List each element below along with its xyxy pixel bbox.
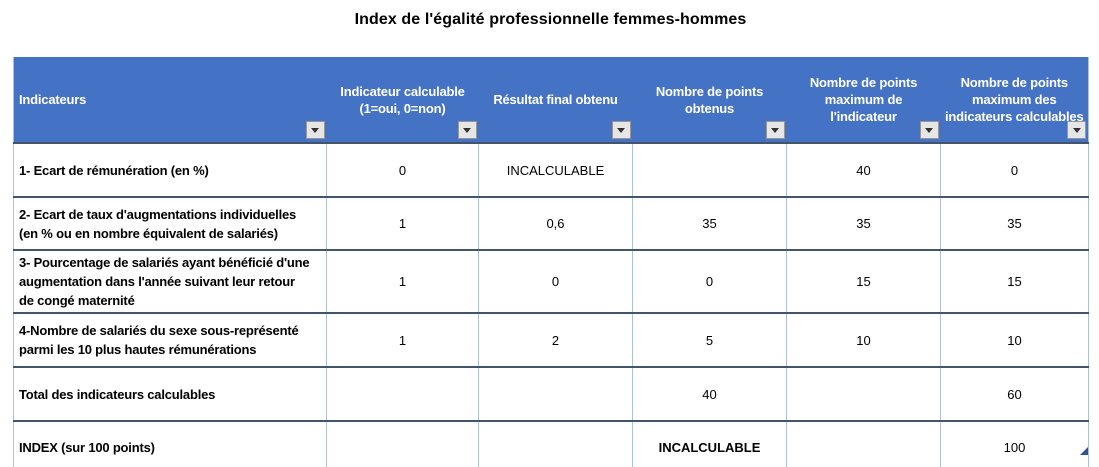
- filter-dropdown-button[interactable]: [611, 121, 631, 139]
- cell-points-obtenus[interactable]: INCALCULABLE: [632, 421, 787, 467]
- cell-resultat[interactable]: 0: [478, 250, 633, 313]
- row-label-cell[interactable]: INDEX (sur 100 points): [19, 439, 155, 455]
- chevron-down-icon: [925, 127, 933, 133]
- column-header-indicateurs[interactable]: Indicateurs: [13, 57, 327, 143]
- column-header-label: Indicateur calculable (1=oui, 0=non): [340, 83, 465, 116]
- cell-points-max-calculables[interactable]: 100: [940, 421, 1089, 467]
- column-header-label: Nombre de points maximum de l'indicateur: [809, 75, 918, 124]
- chevron-down-icon: [311, 127, 319, 133]
- column-header-label: Résultat final obtenu: [493, 92, 618, 107]
- cell-calculable[interactable]: 0: [326, 143, 479, 197]
- cell-resultat[interactable]: [478, 367, 633, 421]
- table-row-indicator-1: 1- Ecart de rémunération (en %) 0 INCALC…: [13, 143, 1089, 197]
- row-label-cell[interactable]: 2- Ecart de taux d'augmentations individ…: [19, 206, 297, 241]
- filter-dropdown-button[interactable]: [305, 121, 325, 139]
- chevron-down-icon: [771, 127, 779, 133]
- table-row-index: INDEX (sur 100 points) INCALCULABLE 100: [13, 421, 1089, 467]
- cell-points-obtenus[interactable]: 40: [632, 367, 787, 421]
- column-header-points-max-calculables[interactable]: Nombre de points maximum des indicateurs…: [940, 57, 1089, 143]
- cell-points-max-calculables[interactable]: 10: [940, 313, 1089, 367]
- cell-calculable[interactable]: 1: [326, 313, 479, 367]
- cell-points-max-indicateur[interactable]: 40: [786, 143, 941, 197]
- filter-dropdown-button[interactable]: [765, 121, 785, 139]
- cell-calculable[interactable]: 1: [326, 250, 479, 313]
- chevron-down-icon: [463, 127, 471, 133]
- table-row-indicator-2: 2- Ecart de taux d'augmentations individ…: [13, 197, 1089, 250]
- cell-points-max-calculables[interactable]: 0: [940, 143, 1089, 197]
- column-header-points-obtenus[interactable]: Nombre de points obtenus: [632, 57, 787, 143]
- cell-points-max-calculables[interactable]: 15: [940, 250, 1089, 313]
- cell-resultat[interactable]: [478, 421, 633, 467]
- cell-points-obtenus[interactable]: [632, 143, 787, 197]
- cell-resultat[interactable]: 0,6: [478, 197, 633, 250]
- table-row-indicator-4: 4-Nombre de salariés du sexe sous-représ…: [13, 313, 1089, 367]
- table-resize-handle-icon[interactable]: [1080, 447, 1088, 455]
- cell-resultat[interactable]: 2: [478, 313, 633, 367]
- equality-index-table: Indicateurs Indicateur calculable (1=oui…: [13, 57, 1089, 467]
- column-header-resultat-final[interactable]: Résultat final obtenu: [478, 57, 633, 143]
- row-label-cell[interactable]: Total des indicateurs calculables: [19, 386, 216, 402]
- cell-points-max-indicateur[interactable]: 10: [786, 313, 941, 367]
- header-row: Indicateurs Indicateur calculable (1=oui…: [13, 57, 1089, 143]
- cell-points-obtenus[interactable]: 0: [632, 250, 787, 313]
- cell-points-max-indicateur[interactable]: [786, 421, 941, 467]
- page-title: Index de l'égalité professionnelle femme…: [354, 11, 747, 28]
- cell-points-max-indicateur[interactable]: 15: [786, 250, 941, 313]
- cell-resultat[interactable]: INCALCULABLE: [478, 143, 633, 197]
- filter-dropdown-button[interactable]: [1067, 121, 1086, 139]
- cell-points-obtenus[interactable]: 35: [632, 197, 787, 250]
- cell-calculable[interactable]: [326, 421, 479, 467]
- cell-points-max-indicateur[interactable]: [786, 367, 941, 421]
- column-header-label: Nombre de points obtenus: [655, 83, 764, 116]
- cell-points-max-indicateur[interactable]: 35: [786, 197, 941, 250]
- column-header-indicateur-calculable[interactable]: Indicateur calculable (1=oui, 0=non): [326, 57, 479, 143]
- row-label-cell[interactable]: 3- Pourcentage de salariés ayant bénéfic…: [19, 255, 310, 308]
- filter-dropdown-button[interactable]: [457, 121, 477, 139]
- chevron-down-icon: [617, 127, 625, 133]
- chevron-down-icon: [1072, 127, 1081, 133]
- cell-points-max-calculables[interactable]: 60: [940, 367, 1089, 421]
- table-row-total: Total des indicateurs calculables 40 60: [13, 367, 1089, 421]
- cell-calculable[interactable]: 1: [326, 197, 479, 250]
- row-label-cell[interactable]: 1- Ecart de rémunération (en %): [19, 162, 209, 178]
- cell-points-obtenus[interactable]: 5: [632, 313, 787, 367]
- column-header-points-max-indicateur[interactable]: Nombre de points maximum de l'indicateur: [786, 57, 941, 143]
- column-header-label: Nombre de points maximum des indicateurs…: [945, 75, 1084, 124]
- table-row-indicator-3: 3- Pourcentage de salariés ayant bénéfic…: [13, 250, 1089, 313]
- cell-points-max-calculables[interactable]: 35: [940, 197, 1089, 250]
- filter-dropdown-button[interactable]: [919, 121, 939, 139]
- row-label-cell[interactable]: 4-Nombre de salariés du sexe sous-représ…: [19, 323, 299, 357]
- cell-calculable[interactable]: [326, 367, 479, 421]
- column-header-label: Indicateurs: [19, 92, 87, 107]
